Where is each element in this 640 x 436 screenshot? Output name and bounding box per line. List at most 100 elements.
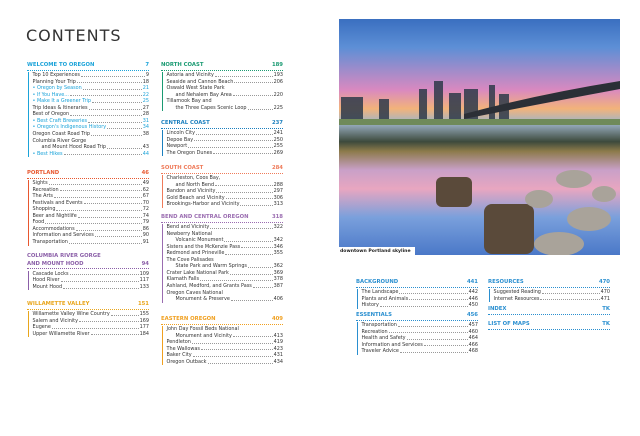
toc-entry[interactable]: Salem and Vicinity 169 [33, 318, 150, 325]
toc-entry[interactable]: Brookings-Harbor and Vicinity 313 [167, 201, 284, 208]
toc-entry[interactable]: Food 79 [33, 219, 150, 226]
dot-leader [215, 182, 273, 187]
toc-entry[interactable]: The Landscape 442 [362, 289, 479, 296]
toc-entry[interactable]: Gold Beach and Vicinity 306 [167, 195, 284, 202]
toc-entry[interactable]: • Make It a Greener Trip 25 [33, 98, 150, 105]
toc-entry[interactable]: Information and Services 466 [362, 342, 479, 349]
toc-entry[interactable]: The Arts 67 [33, 193, 150, 200]
toc-entry[interactable]: Lincoln City 241 [167, 130, 284, 137]
toc-entry[interactable]: Seaside and Cannon Beach 206 [167, 79, 284, 86]
section-page: 284 [271, 165, 283, 171]
toc-entry[interactable]: Astoria and Vicinity 193 [167, 72, 284, 79]
toc-entry[interactable]: Top 10 Experiences 9 [33, 72, 150, 79]
toc-entry[interactable]: Charleston, Coos Bay, [167, 175, 284, 182]
toc-entry[interactable]: Monument and Vicinity 413 [167, 333, 284, 340]
toc-entry[interactable]: History 450 [362, 302, 479, 309]
section-page: 456 [466, 312, 478, 318]
entry-page: 362 [273, 263, 283, 270]
toc-entry[interactable]: Klamath Falls 378 [167, 276, 284, 283]
toc-entry[interactable]: Tillamook Bay and [167, 98, 284, 105]
toc-entry[interactable]: • Oregon by Season 21 [33, 85, 150, 92]
section-heading[interactable]: CENTRAL COAST 237 [161, 120, 283, 129]
toc-entry[interactable]: Sights 49 [33, 180, 150, 187]
section-heading[interactable]: INDEX TK [488, 306, 610, 315]
toc-entry[interactable]: Hood River 117 [33, 277, 150, 284]
toc-entry[interactable]: Beer and Nightlife 74 [33, 213, 150, 220]
toc-entry[interactable]: Festivals and Events 70 [33, 200, 150, 207]
toc-entry[interactable]: Recreation 62 [33, 187, 150, 194]
toc-entry[interactable]: Information and Services 90 [33, 232, 150, 239]
toc-entry[interactable]: Newberry National [167, 231, 284, 238]
toc-entry[interactable]: Transportation 457 [362, 322, 479, 329]
toc-entry[interactable]: The Oregon Dunes 269 [167, 150, 284, 157]
toc-entry[interactable]: Recreation 460 [362, 329, 479, 336]
section-heading[interactable]: NORTH COAST 189 [161, 62, 283, 71]
toc-entry[interactable]: • Best Hikes 44 [33, 151, 150, 158]
section-heading[interactable]: WELCOME TO OREGON 7 [27, 62, 149, 71]
entry-title: Brookings-Harbor and Vicinity [166, 201, 240, 208]
section-heading[interactable]: RESOURCES 470 [488, 279, 610, 288]
toc-entry[interactable]: and Nehalem Bay Area 220 [167, 92, 284, 99]
entry-title: Pendleton [166, 339, 191, 346]
toc-entry[interactable]: Transportation 91 [33, 239, 150, 246]
toc-entry[interactable]: The Cove Palisades [167, 257, 284, 264]
toc-entry[interactable]: Ashland, Medford, and Grants Pass 387 [167, 283, 284, 290]
toc-entry[interactable]: Bandon and Vicinity 297 [167, 188, 284, 195]
toc-entry[interactable]: Cascade Locks 109 [33, 271, 150, 278]
toc-entry[interactable]: Suggested Reading 470 [494, 289, 611, 296]
toc-entry[interactable]: Oswald West State Park [167, 85, 284, 92]
section-heading[interactable]: BACKGROUND 441 [356, 279, 478, 288]
toc-entry[interactable]: Bend and Vicinity 322 [167, 224, 284, 231]
toc-entry[interactable]: Crater Lake National Park 369 [167, 270, 284, 277]
toc-entry[interactable]: Willamette Valley Wine Country 155 [33, 311, 150, 318]
toc-entry[interactable]: Sisters and the McKenzie Pass 346 [167, 244, 284, 251]
toc-entry[interactable]: Pendleton 419 [167, 339, 284, 346]
section-heading[interactable]: PORTLAND 46 [27, 170, 149, 179]
toc-entry[interactable]: Best of Oregon 28 [33, 111, 150, 118]
toc-entry[interactable]: Traveler Advice 468 [362, 348, 479, 355]
toc-entry[interactable]: Plants and Animals 446 [362, 296, 479, 303]
toc-entry[interactable]: Newport 255 [167, 143, 284, 150]
section-heading[interactable]: COLUMBIA RIVER GORGE AND MOUNT HOOD 94 [27, 253, 149, 270]
entry-page: 177 [139, 324, 149, 331]
section-heading[interactable]: SOUTH COAST 284 [161, 165, 283, 174]
toc-entry[interactable]: Shopping 72 [33, 206, 150, 213]
toc-entry[interactable]: Accommodations 86 [33, 226, 150, 233]
toc-entry[interactable]: Oregon Caves National [167, 290, 284, 297]
toc-entry[interactable]: the Three Capes Scenic Loop 225 [167, 105, 284, 112]
toc-entry[interactable]: Monument & Preserve 406 [167, 296, 284, 303]
toc-entry[interactable]: The Wallowas 423 [167, 346, 284, 353]
section-heading[interactable]: BEND AND CENTRAL OREGON 318 [161, 214, 283, 223]
toc-entry[interactable]: Mount Hood 133 [33, 284, 150, 291]
entry-page: 109 [139, 270, 149, 277]
section-title: EASTERN OREGON [161, 316, 216, 322]
toc-entry[interactable]: Health and Safety 464 [362, 335, 479, 342]
toc-entry[interactable]: Baker City 431 [167, 352, 284, 359]
toc-entry[interactable]: • Oregon's Indigenous History 34 [33, 124, 150, 131]
section-heading[interactable]: ESSENTIALS 456 [356, 312, 478, 321]
toc-section-columbia: COLUMBIA RIVER GORGE AND MOUNT HOOD 94 Cas… [27, 253, 150, 291]
section-heading[interactable]: WILLAMETTE VALLEY 151 [27, 301, 149, 310]
toc-entry[interactable]: • Best Craft Breweries 31 [33, 118, 150, 125]
section-heading[interactable]: EASTERN OREGON 409 [161, 316, 283, 325]
toc-section-welcome: WELCOME TO OREGON 7 Top 10 Experiences 9 Pla… [27, 62, 150, 158]
toc-entry[interactable]: and North Bend 288 [167, 182, 284, 189]
toc-entry[interactable]: Internet Resources 471 [494, 296, 611, 303]
toc-entry[interactable]: Oregon Coast Road Trip 38 [33, 131, 150, 138]
entry-page: 466 [468, 341, 478, 348]
toc-entry[interactable]: Oregon Outback 434 [167, 359, 284, 366]
toc-entry[interactable]: Redmond and Prineville 355 [167, 250, 284, 257]
toc-entry[interactable]: Planning Your Trip 18 [33, 79, 150, 86]
toc-entry[interactable]: Depoe Bay 250 [167, 137, 284, 144]
toc-entry[interactable]: Volcanic Monument 342 [167, 237, 284, 244]
toc-entry[interactable]: Eugene 177 [33, 324, 150, 331]
entry-page: 117 [139, 277, 149, 284]
toc-entry[interactable]: John Day Fossil Beds National [167, 326, 284, 333]
toc-entry[interactable]: Columbia River Gorge [33, 138, 150, 145]
toc-entry[interactable]: Upper Willamette River 184 [33, 331, 150, 338]
toc-entry[interactable]: • If You Have... 22 [33, 92, 150, 99]
toc-entry[interactable]: State Park and Warm Springs 362 [167, 263, 284, 270]
toc-entry[interactable]: Trip Ideas & Itineraries 27 [33, 105, 150, 112]
section-heading[interactable]: LIST OF MAPS TK [488, 321, 610, 330]
toc-entry[interactable]: and Mount Hood Road Trip 43 [33, 144, 150, 151]
